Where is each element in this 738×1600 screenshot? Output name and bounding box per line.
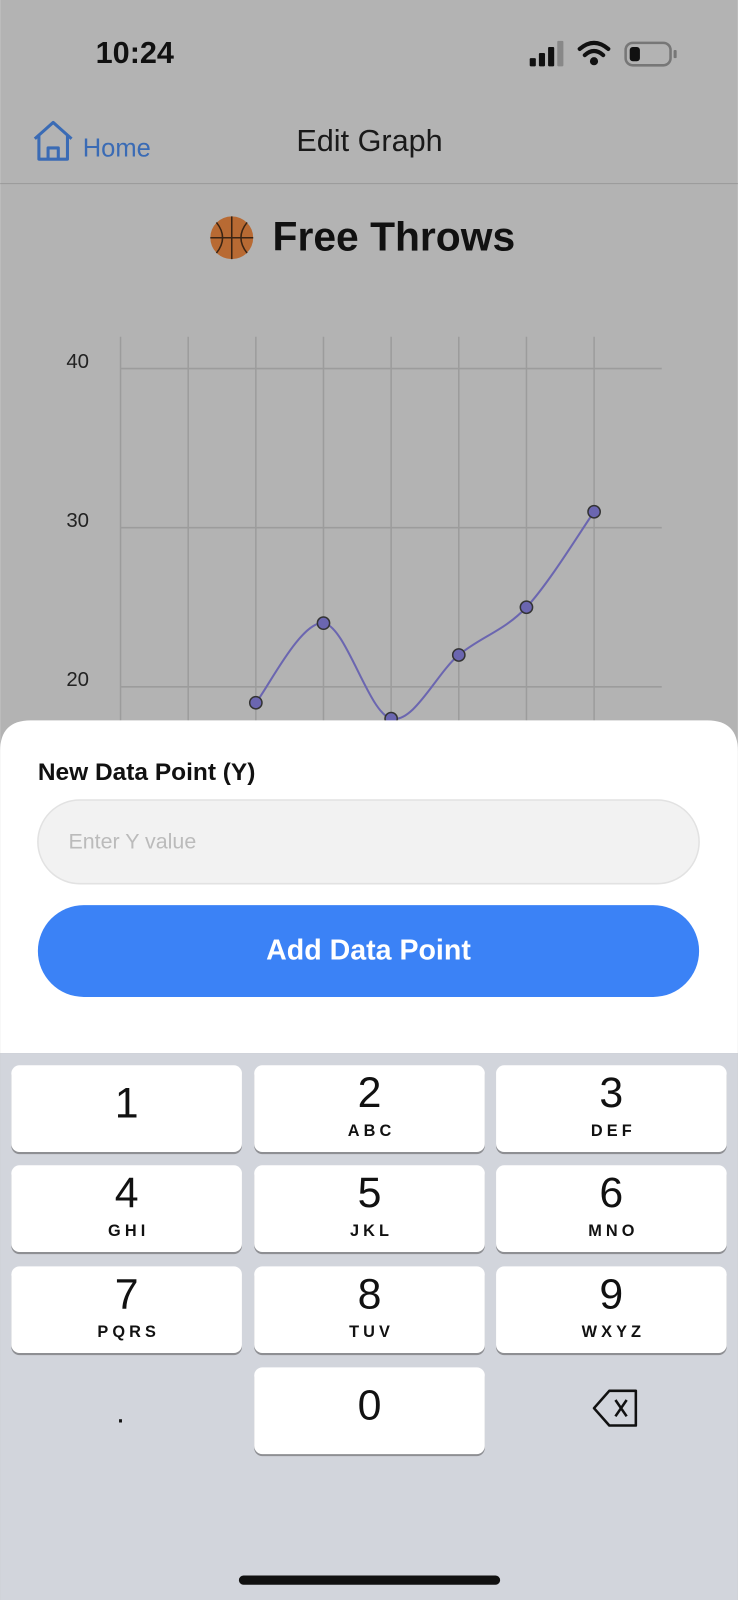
key-digit: 3	[599, 1069, 623, 1117]
point	[451, 648, 466, 662]
key-letters: ABC	[348, 1122, 396, 1140]
key-digit: 4	[115, 1169, 139, 1217]
key[interactable]	[496, 1266, 727, 1354]
key-digit: 5	[358, 1169, 382, 1217]
battery-icon	[624, 41, 677, 67]
point	[587, 504, 601, 519]
nav-title: Edit Graph	[296, 124, 442, 158]
y-tick-label: 40	[66, 351, 89, 373]
input-label: New Data Point (Y)	[38, 759, 256, 786]
key[interactable]	[254, 1065, 485, 1153]
home-indicator	[238, 1575, 501, 1585]
home-icon[interactable]	[33, 120, 73, 161]
key-digit: 2	[358, 1069, 382, 1117]
key-letters: DEF	[591, 1122, 636, 1140]
key-letters: WXYZ	[582, 1323, 645, 1341]
key[interactable]	[254, 1165, 485, 1253]
wifi-icon	[577, 40, 611, 66]
chart-title: Free Throws	[273, 214, 516, 260]
add-button[interactable]	[37, 905, 700, 997]
key-letters: MNO	[588, 1222, 638, 1240]
line	[255, 511, 595, 720]
key[interactable]	[254, 1367, 485, 1455]
point	[248, 695, 263, 710]
input-placeholder: Enter Y value	[68, 830, 196, 854]
y-tick-label: 30	[66, 510, 89, 532]
status-time: 10:24	[96, 36, 174, 70]
back-button[interactable]: Home	[83, 135, 151, 163]
add-button-label: Add Data Point	[266, 935, 471, 967]
key-letters: PQRS	[97, 1323, 160, 1341]
point	[519, 600, 534, 615]
key-digit: 9	[599, 1270, 623, 1318]
key[interactable]	[496, 1165, 727, 1253]
key[interactable]	[11, 1266, 242, 1354]
keys: 1 2 ABC 3 DEF 4 GHI 5 JKL 6 MNO 7 PQRS 8 TUV 9 WXYZ 0	[11, 1065, 727, 1457]
backspace-key[interactable]	[592, 1389, 638, 1427]
signal-icon	[529, 40, 564, 67]
key-digit: 6	[599, 1169, 623, 1217]
key[interactable]	[496, 1065, 727, 1153]
key-digit: 8	[358, 1270, 382, 1318]
y-tick-label: 20	[66, 669, 89, 691]
key[interactable]	[11, 1065, 242, 1153]
basketball-icon	[210, 216, 254, 260]
key[interactable]	[11, 1165, 242, 1253]
key-digit: 7	[115, 1270, 139, 1318]
key-digit: 0	[358, 1381, 382, 1429]
key-letters: TUV	[349, 1323, 394, 1341]
key[interactable]	[254, 1266, 485, 1354]
y-input[interactable]	[37, 799, 700, 885]
point	[316, 616, 331, 631]
dot-key[interactable]: .	[116, 1395, 125, 1429]
key-letters: GHI	[108, 1222, 149, 1240]
key-letters: JKL	[350, 1222, 393, 1240]
key-digit: 1	[115, 1079, 139, 1127]
